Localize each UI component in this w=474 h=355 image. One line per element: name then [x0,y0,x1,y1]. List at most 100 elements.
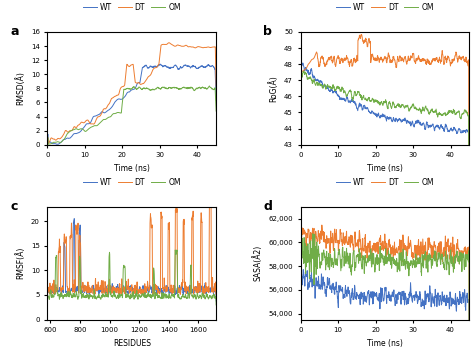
Line: DT: DT [301,35,469,355]
WT [173,63,178,67]
Line: OM: OM [47,86,216,145]
X-axis label: Time (ns): Time (ns) [367,339,403,348]
WT [55,142,61,147]
WT [443,122,449,127]
DT [443,57,449,61]
OM [396,102,401,106]
Y-axis label: RMSF(Å): RMSF(Å) [15,247,25,279]
WT [157,62,163,66]
OM [213,303,219,307]
DT [190,214,196,219]
OM [190,87,196,91]
OM [308,77,314,81]
Text: c: c [10,200,18,213]
OM [401,103,406,108]
OM [143,86,148,91]
OM [310,232,316,236]
WT [426,124,431,128]
WT [308,68,314,72]
DT [152,285,158,289]
Text: a: a [10,25,19,38]
OM [213,109,219,113]
DT [147,73,153,78]
OM [426,257,431,262]
DT [405,54,411,59]
DT [173,208,178,212]
OM [401,247,406,251]
WT [396,117,401,121]
WT [152,64,158,68]
WT [55,289,61,293]
WT [190,63,196,67]
Y-axis label: RMSD(Å): RMSD(Å) [15,71,25,105]
WT [396,290,401,294]
DT [401,237,406,241]
OM [147,294,153,298]
DT [396,245,401,249]
WT [45,143,50,147]
DT [401,59,406,63]
Line: OM: OM [301,71,469,355]
OM [45,143,50,147]
WT [147,65,153,69]
WT [152,286,158,290]
DT [152,66,158,70]
Line: DT: DT [301,225,469,355]
DT [143,290,148,294]
OM [173,86,178,90]
DT [213,292,219,296]
Line: WT: WT [47,219,216,301]
Y-axis label: SASA(Å2): SASA(Å2) [253,245,263,281]
WT [401,118,406,122]
DT [55,288,61,292]
DT [45,304,50,308]
DT [166,40,172,45]
DT [55,136,61,141]
WT [426,297,431,302]
Line: WT: WT [47,64,216,145]
OM [207,84,212,88]
WT [443,304,449,308]
OM [298,248,303,252]
DT [213,84,219,88]
OM [443,257,449,262]
Legend: WT, DT, OM: WT, DT, OM [333,174,437,190]
WT [308,273,314,277]
OM [301,69,307,73]
WT [143,286,148,290]
DT [466,351,472,355]
WT [72,217,77,221]
X-axis label: Time (ns): Time (ns) [114,164,150,173]
WT [405,119,411,124]
DT [405,236,411,241]
OM [173,249,178,253]
Legend: WT, DT, OM: WT, DT, OM [333,0,437,15]
DT [358,33,364,37]
WT [190,288,196,292]
OM [308,260,314,264]
OM [405,260,411,264]
X-axis label: Time (ns): Time (ns) [367,164,403,173]
Legend: WT, DT, OM: WT, DT, OM [80,174,184,190]
OM [426,112,431,116]
DT [173,44,178,48]
Line: WT: WT [301,269,469,355]
WT [45,298,50,302]
DT [190,45,196,49]
WT [213,98,219,103]
Legend: WT, DT, OM: WT, DT, OM [80,0,184,15]
OM [152,297,158,301]
OM [55,292,61,296]
WT [301,267,306,272]
OM [143,295,148,299]
OM [152,87,158,91]
Line: OM: OM [301,234,469,355]
DT [308,234,314,238]
Text: b: b [264,25,272,38]
DT [396,59,401,63]
DT [45,143,50,147]
DT [319,223,325,227]
DT [426,244,431,248]
DT [443,257,449,261]
OM [147,88,153,92]
